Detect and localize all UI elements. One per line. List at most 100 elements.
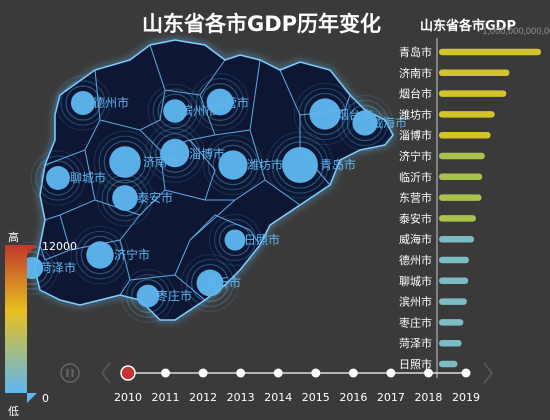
city-label-东营市: 东营市 — [213, 95, 249, 110]
bubble-烟台市[interactable] — [309, 98, 341, 130]
timeline-point-2017[interactable] — [386, 368, 396, 378]
bubble-ripple-淄博市 — [155, 133, 195, 173]
bar-series — [439, 48, 541, 368]
bar-label-东营市: 东营市 — [399, 191, 432, 205]
bubble-ripple-滨州市 — [152, 88, 198, 134]
timeline-point-2011[interactable] — [161, 368, 171, 378]
bar-label-滨州市: 滨州市 — [399, 295, 432, 309]
timeline-year-2012[interactable]: 2012 — [189, 391, 217, 404]
bubble-ripple-淄博市 — [150, 128, 200, 178]
bubble-ripple-潍坊市 — [202, 134, 264, 196]
visual-map-low-label: 低 — [8, 405, 19, 418]
bubble-ripple-德州市 — [65, 85, 101, 121]
bubble-济宁市[interactable] — [86, 241, 114, 269]
bubble-ripple-威海市 — [346, 104, 384, 142]
bubble-ripple-济南市 — [103, 140, 147, 184]
bar-category-labels: 青岛市济南市烟台市潍坊市淄博市济宁市临沂市东营市泰安市威海市德州市聊城市滨州市枣… — [399, 45, 432, 371]
bubble-ripple-烟台市 — [293, 82, 357, 146]
bubble-聊城市[interactable] — [46, 166, 70, 190]
timeline-point-2019[interactable] — [461, 368, 471, 378]
bar-枣庄市[interactable] — [439, 319, 464, 326]
chart-title: 山东省各市GDP历年变化 — [142, 12, 382, 36]
bubble-ripple-威海市 — [336, 94, 394, 152]
timeline-year-2015[interactable]: 2015 — [302, 391, 330, 404]
bubble-ripple-临沂市 — [190, 263, 230, 303]
timeline-year-2010[interactable]: 2010 — [114, 391, 142, 404]
bar-临沂市[interactable] — [439, 173, 483, 181]
bubble-ripple-青岛市 — [271, 136, 329, 194]
bubble-ripple-东营市 — [191, 73, 249, 131]
bubble-ripple-滨州市 — [147, 83, 203, 139]
bar-菏泽市[interactable] — [439, 339, 462, 347]
timeline-year-2014[interactable]: 2014 — [264, 391, 292, 404]
timeline-point-2012[interactable] — [198, 368, 208, 378]
bar-聊城市[interactable] — [439, 277, 469, 285]
timeline-point-2016[interactable] — [348, 368, 358, 378]
bar-label-济宁市: 济宁市 — [399, 149, 432, 163]
visual-map-gradient[interactable] — [5, 245, 27, 393]
bubble-枣庄市[interactable] — [136, 284, 160, 308]
bubble-ripple-东营市 — [201, 83, 239, 121]
bar-东营市[interactable] — [439, 194, 482, 201]
visual-map-top-handle[interactable] — [27, 245, 37, 255]
timeline-point-2014[interactable] — [273, 368, 283, 378]
timeline-year-2011[interactable]: 2011 — [152, 391, 180, 404]
visual-map-bottom-handle[interactable] — [27, 393, 37, 403]
bubble-ripple-德州市 — [60, 80, 106, 126]
timeline-point-2010[interactable] — [120, 365, 136, 381]
pause-icon-right — [71, 369, 74, 377]
bubble-ripple-济宁市 — [80, 235, 120, 275]
bar-济南市[interactable] — [439, 69, 510, 77]
bubble-青岛市[interactable] — [282, 147, 318, 183]
bubble-德州市[interactable] — [70, 90, 96, 116]
bar-济宁市[interactable] — [439, 152, 485, 160]
timeline-point-2013[interactable] — [236, 368, 246, 378]
bar-label-菏泽市: 菏泽市 — [399, 336, 432, 350]
bar-label-威海市: 威海市 — [399, 232, 432, 246]
city-label-德州市: 德州市 — [93, 95, 129, 110]
city-label-日照市: 日照市 — [244, 232, 280, 247]
bar-青岛市[interactable] — [439, 48, 541, 56]
bubble-ripple-日照市 — [208, 213, 262, 267]
timeline-year-2013[interactable]: 2013 — [227, 391, 255, 404]
city-label-淄博市: 淄博市 — [189, 146, 225, 161]
city-label-济宁市: 济宁市 — [114, 247, 150, 262]
bar-label-青岛市: 青岛市 — [399, 45, 432, 59]
timeline-play-button[interactable] — [60, 363, 80, 383]
bubble-泰安市[interactable] — [112, 185, 138, 211]
timeline-year-2019[interactable]: 2019 — [452, 391, 480, 404]
timeline-year-2017[interactable]: 2017 — [377, 391, 405, 404]
bubble-ripple-淄博市 — [145, 123, 205, 183]
timeline-year-2018[interactable]: 2018 — [414, 391, 442, 404]
timeline-labels: 2010 2011 2012 2013 2014 2015 2016 2017 2018 2019 — [114, 391, 480, 404]
timeline-prev-button[interactable] — [100, 362, 111, 384]
city-label-威海市: 威海市 — [371, 115, 407, 130]
bar-德州市[interactable] — [439, 256, 469, 264]
bubble-ripple-临沂市 — [185, 258, 235, 308]
timeline-next-button[interactable] — [483, 362, 494, 384]
bar-威海市[interactable] — [439, 235, 474, 243]
bubble-临沂市[interactable] — [196, 269, 224, 297]
bar-滨州市[interactable] — [439, 298, 467, 305]
city-bubbles — [5, 73, 394, 323]
bar-潍坊市[interactable] — [439, 111, 495, 118]
bubble-东营市[interactable] — [206, 88, 234, 116]
timeline-point-2018[interactable] — [423, 368, 433, 378]
bubble-潍坊市[interactable] — [218, 150, 248, 180]
bubble-威海市[interactable] — [352, 110, 378, 136]
timeline-year-2016[interactable]: 2016 — [339, 391, 367, 404]
bubble-滨州市[interactable] — [163, 99, 187, 123]
bar-泰安市[interactable] — [439, 215, 476, 222]
bubble-ripple-青岛市 — [276, 141, 324, 189]
bubble-淄博市[interactable] — [160, 138, 190, 168]
timeline-point-2015[interactable] — [311, 368, 321, 378]
bar-淄博市[interactable] — [439, 131, 491, 139]
city-label-烟台市: 烟台市 — [337, 107, 373, 122]
bubble-ripple-泰安市 — [101, 174, 149, 222]
bar-label-枣庄市: 枣庄市 — [399, 315, 432, 329]
bar-烟台市[interactable] — [439, 90, 507, 97]
bar-日照市[interactable] — [439, 360, 458, 368]
bubble-日照市[interactable] — [224, 229, 246, 251]
bubble-ripple-日照市 — [213, 218, 257, 262]
bubble-济南市[interactable] — [109, 146, 141, 178]
